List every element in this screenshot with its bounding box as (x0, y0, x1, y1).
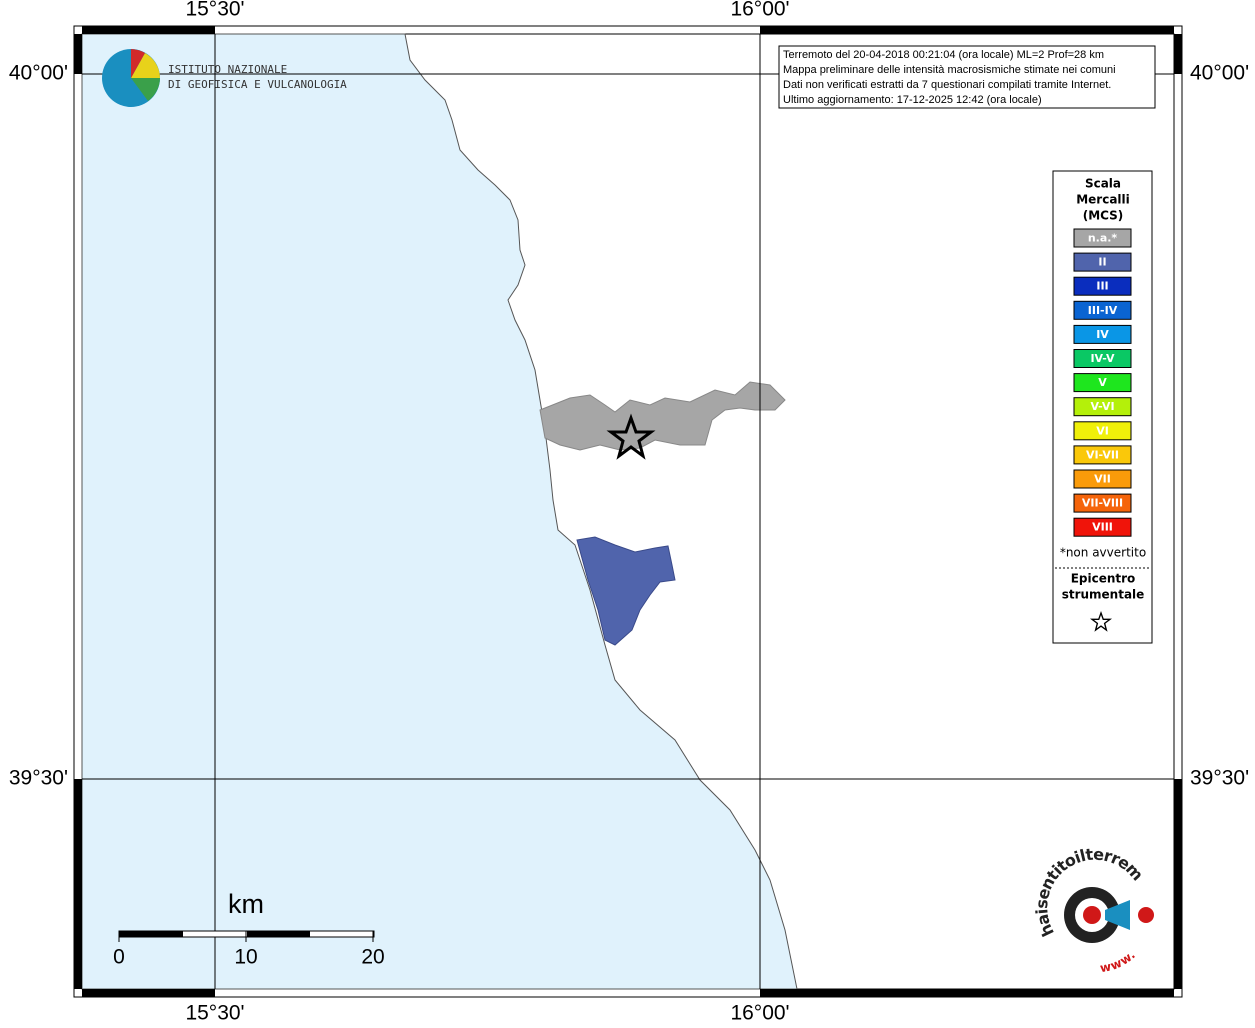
legend-swatch (1073, 445, 1132, 465)
legend-swatch (1073, 252, 1132, 272)
legend-swatch (1073, 397, 1132, 417)
border-ticks (74, 26, 1182, 997)
legend: ScalaMercalli(MCS)n.a.*IIIIIIII-IVIVIV-V… (1073, 177, 1132, 537)
legend-swatch (1073, 469, 1132, 489)
info-line: Dati non verificati estratti da 7 questi… (783, 79, 1111, 91)
border (82, 989, 215, 997)
legend-swatch (1073, 493, 1132, 513)
border (760, 989, 1174, 997)
logo-globe (131, 49, 145, 78)
legend-title: Scala (1085, 177, 1121, 191)
legend-label: II (1098, 256, 1106, 269)
scale-segment (119, 931, 183, 937)
border (1174, 34, 1182, 74)
legend-note: *non avvertito (1060, 546, 1146, 560)
border (1174, 779, 1182, 989)
info-line: Mappa preliminare delle intensità macros… (783, 64, 1116, 76)
legend-swatch (1073, 300, 1132, 320)
info-line: Terremoto del 20-04-2018 00:21:04 (ora l… (783, 49, 1104, 61)
legend-swatch (1073, 421, 1132, 441)
ingv-logo: ISTITUTO NAZIONALE DI GEOFISICA E VULCAN… (102, 49, 347, 107)
lat-label: 39°30' (9, 767, 68, 790)
legend-label: V (1098, 376, 1107, 389)
border (760, 26, 1174, 34)
lat-label: 40°00' (9, 62, 68, 85)
legend-title: Mercalli (1076, 193, 1130, 207)
badge-speaker (1105, 900, 1130, 930)
scale-label: 0 (113, 946, 125, 969)
border (74, 779, 82, 989)
legend-epicenter: Epicentro (1071, 572, 1136, 586)
legend-label: VII (1094, 473, 1111, 486)
sea (81, 33, 798, 990)
legend-label: III-IV (1088, 304, 1118, 317)
legend-swatch (1073, 517, 1132, 537)
legend-label: III (1096, 280, 1108, 293)
info-text: Terremoto del 20-04-2018 00:21:04 (ora l… (783, 49, 1116, 106)
legend-label: IV (1096, 328, 1109, 341)
legend-swatch (1073, 324, 1132, 344)
border (82, 26, 215, 34)
legend-title: (MCS) (1083, 209, 1124, 223)
legend-star (1089, 610, 1113, 632)
epicenter-star (606, 413, 656, 460)
lon-label: 15°30' (185, 0, 244, 21)
legend-label: VI-VII (1086, 448, 1119, 461)
legend-swatch (1073, 276, 1132, 296)
legend-label: V-VI (1090, 400, 1114, 413)
legend-label: n.a.* (1088, 232, 1118, 245)
border (74, 34, 82, 74)
scale-label: 10 (234, 946, 257, 969)
scale-bar: km 0 10 20 (113, 889, 385, 968)
region-na (539, 381, 786, 451)
lat-label: 40°00' (1190, 62, 1249, 85)
legend-swatch (1073, 373, 1132, 393)
legend-label: IV-V (1090, 352, 1115, 365)
info-line: Ultimo aggiornamento: 17-12-2025 12:42 (… (783, 94, 1042, 106)
legend-label: VII-VIII (1082, 497, 1123, 510)
badge-circle (1083, 906, 1101, 924)
legend-swatch (1073, 228, 1132, 248)
lon-label: 16°00' (730, 1002, 789, 1024)
legend-swatch (1073, 349, 1132, 368)
scale-segment (247, 931, 310, 937)
legend-label: VIII (1092, 521, 1113, 534)
logo-text: ISTITUTO NAZIONALE (168, 63, 287, 76)
scale-label: 20 (361, 946, 384, 969)
region-ii (576, 536, 676, 646)
logo-text: DI GEOFISICA E VULCANOLOGIA (168, 78, 347, 91)
logo-globe (131, 78, 160, 101)
badge-dot (1138, 907, 1154, 923)
logo-globe (131, 53, 160, 78)
legend-epicenter: strumentale (1062, 588, 1145, 602)
scale-unit: km (228, 889, 264, 919)
info-box (778, 45, 1156, 109)
legend-label: VI (1096, 424, 1109, 437)
lat-label: 39°30' (1190, 767, 1249, 790)
lon-label: 15°30' (185, 1002, 244, 1024)
lon-label: 16°00' (730, 0, 789, 21)
